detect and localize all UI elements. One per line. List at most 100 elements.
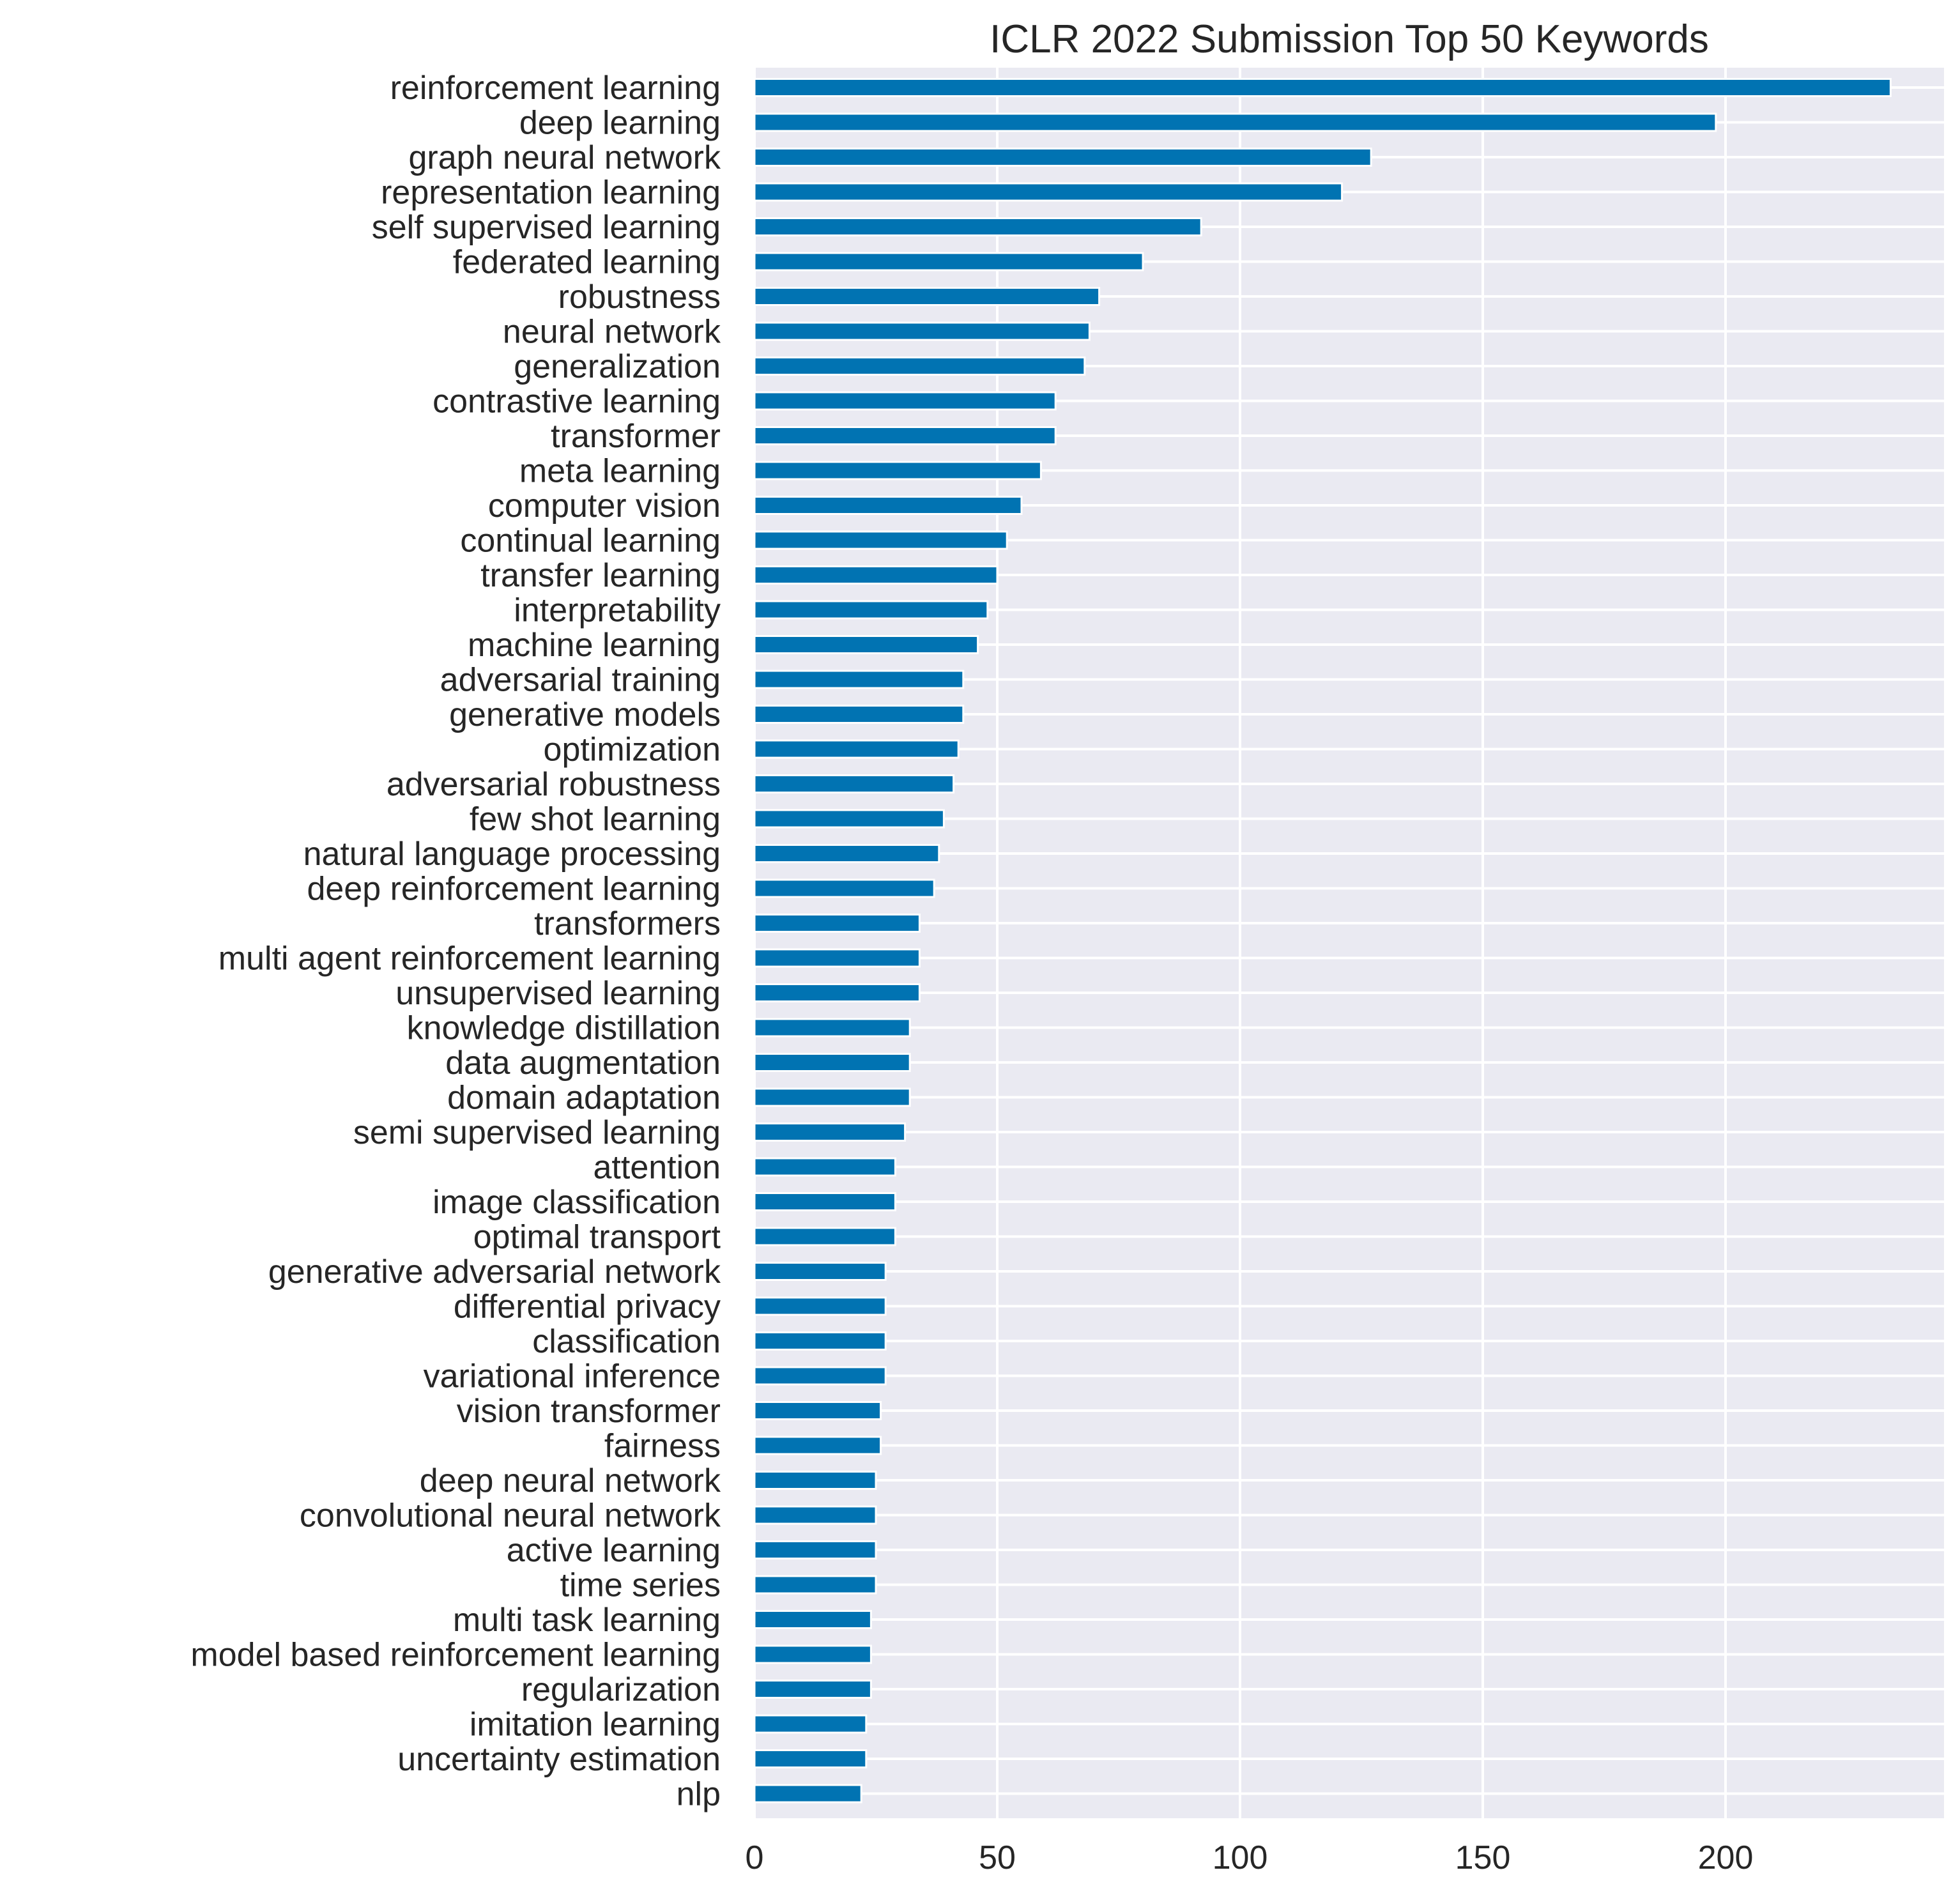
bar: [753, 983, 921, 1002]
bar: [753, 217, 1202, 236]
category-label: differential privacy: [454, 1289, 721, 1326]
bar: [753, 635, 979, 654]
category-label: regularization: [521, 1671, 721, 1708]
bar: [753, 1644, 872, 1664]
category-label: generative models: [449, 696, 721, 733]
category-label: representation learning: [381, 174, 721, 211]
bar: [753, 1366, 887, 1386]
bar: [753, 1331, 887, 1351]
category-label: optimal transport: [473, 1219, 721, 1256]
bar: [753, 1749, 868, 1768]
category-label: continual learning: [460, 523, 721, 560]
category-label: meta learning: [519, 453, 721, 490]
bar: [753, 1192, 896, 1211]
x-tick-label: 150: [1455, 1839, 1511, 1876]
x-tick-label: 100: [1213, 1839, 1268, 1876]
bar: [753, 1053, 911, 1072]
bar: [753, 809, 945, 829]
category-label: image classification: [433, 1184, 721, 1221]
bar: [753, 461, 1042, 480]
category-label: contrastive learning: [433, 383, 721, 420]
bar: [753, 78, 1892, 97]
category-label: robustness: [558, 279, 721, 316]
category-label: data augmentation: [445, 1045, 721, 1082]
bar: [753, 1018, 911, 1038]
bar: [753, 1122, 907, 1142]
category-label: knowledge distillation: [407, 1010, 721, 1047]
bar: [753, 287, 1101, 306]
category-label: optimization: [544, 732, 721, 769]
category-label: neural network: [503, 314, 721, 351]
category-label: variational inference: [424, 1358, 721, 1395]
category-label: deep learning: [519, 105, 721, 142]
category-label: graph neural network: [408, 139, 721, 176]
category-label: self supervised learning: [372, 209, 721, 246]
bar: [753, 705, 965, 724]
x-tick-label: 50: [979, 1839, 1016, 1876]
category-label: adversarial training: [440, 662, 721, 699]
bar: [753, 600, 989, 620]
category-label: model based reinforcement learning: [190, 1637, 721, 1674]
category-label: classification: [532, 1323, 721, 1360]
bar: [753, 1575, 877, 1595]
category-label: transformers: [534, 905, 721, 942]
bar: [753, 739, 960, 759]
category-label: deep neural network: [420, 1462, 721, 1499]
bar: [753, 1436, 882, 1455]
category-label: attention: [593, 1149, 721, 1186]
bar: [753, 1087, 911, 1107]
x-tick-labels: 0 50 100 150 200: [746, 1839, 1754, 1876]
category-label: reinforcement learning: [390, 70, 721, 107]
bar: [753, 1680, 872, 1699]
category-label: multi agent reinforcement learning: [218, 940, 721, 977]
category-label: generative adversarial network: [268, 1253, 721, 1291]
category-label: machine learning: [468, 627, 721, 664]
bar: [753, 1714, 868, 1734]
bar: [753, 878, 935, 898]
x-tick-label: 0: [746, 1839, 764, 1876]
bar: [753, 182, 1344, 202]
bar: [753, 1505, 877, 1525]
bar: [753, 1784, 862, 1804]
bar: [753, 1610, 872, 1629]
category-label: adversarial robustness: [387, 766, 721, 803]
category-label: fairness: [604, 1428, 721, 1465]
bar: [753, 426, 1057, 445]
category-label: vision transformer: [457, 1393, 721, 1430]
bar: [753, 670, 965, 689]
x-tick-label: 200: [1698, 1839, 1754, 1876]
bar: [753, 565, 999, 585]
category-label: unsupervised learning: [395, 975, 721, 1012]
chart-title: ICLR 2022 Submission Top 50 Keywords: [990, 17, 1709, 61]
category-label: domain adaptation: [447, 1080, 721, 1117]
bar: [753, 844, 940, 863]
category-label: computer vision: [488, 487, 721, 525]
bar: [753, 356, 1086, 376]
category-label: transformer: [551, 418, 721, 455]
category-label: interpretability: [514, 592, 721, 629]
bar: [753, 1401, 882, 1420]
category-label: generalization: [514, 348, 721, 385]
category-label: time series: [560, 1567, 721, 1604]
bar: [753, 1227, 896, 1246]
category-label: convolutional neural network: [300, 1498, 721, 1535]
bar: [753, 496, 1023, 515]
bar: [753, 112, 1717, 132]
bar: [753, 391, 1057, 411]
category-label: active learning: [507, 1532, 721, 1569]
bar: [753, 774, 955, 793]
category-label: uncertainty estimation: [397, 1741, 721, 1778]
category-label: nlp: [677, 1776, 721, 1813]
category-label: semi supervised learning: [353, 1114, 721, 1151]
bar: [753, 1262, 887, 1281]
bar: [753, 1540, 877, 1559]
category-label: natural language processing: [303, 836, 721, 873]
category-label: deep reinforcement learning: [307, 871, 721, 908]
bar: [753, 914, 921, 933]
bar: [753, 1157, 896, 1177]
bar: [753, 1471, 877, 1490]
bar: [753, 252, 1144, 272]
